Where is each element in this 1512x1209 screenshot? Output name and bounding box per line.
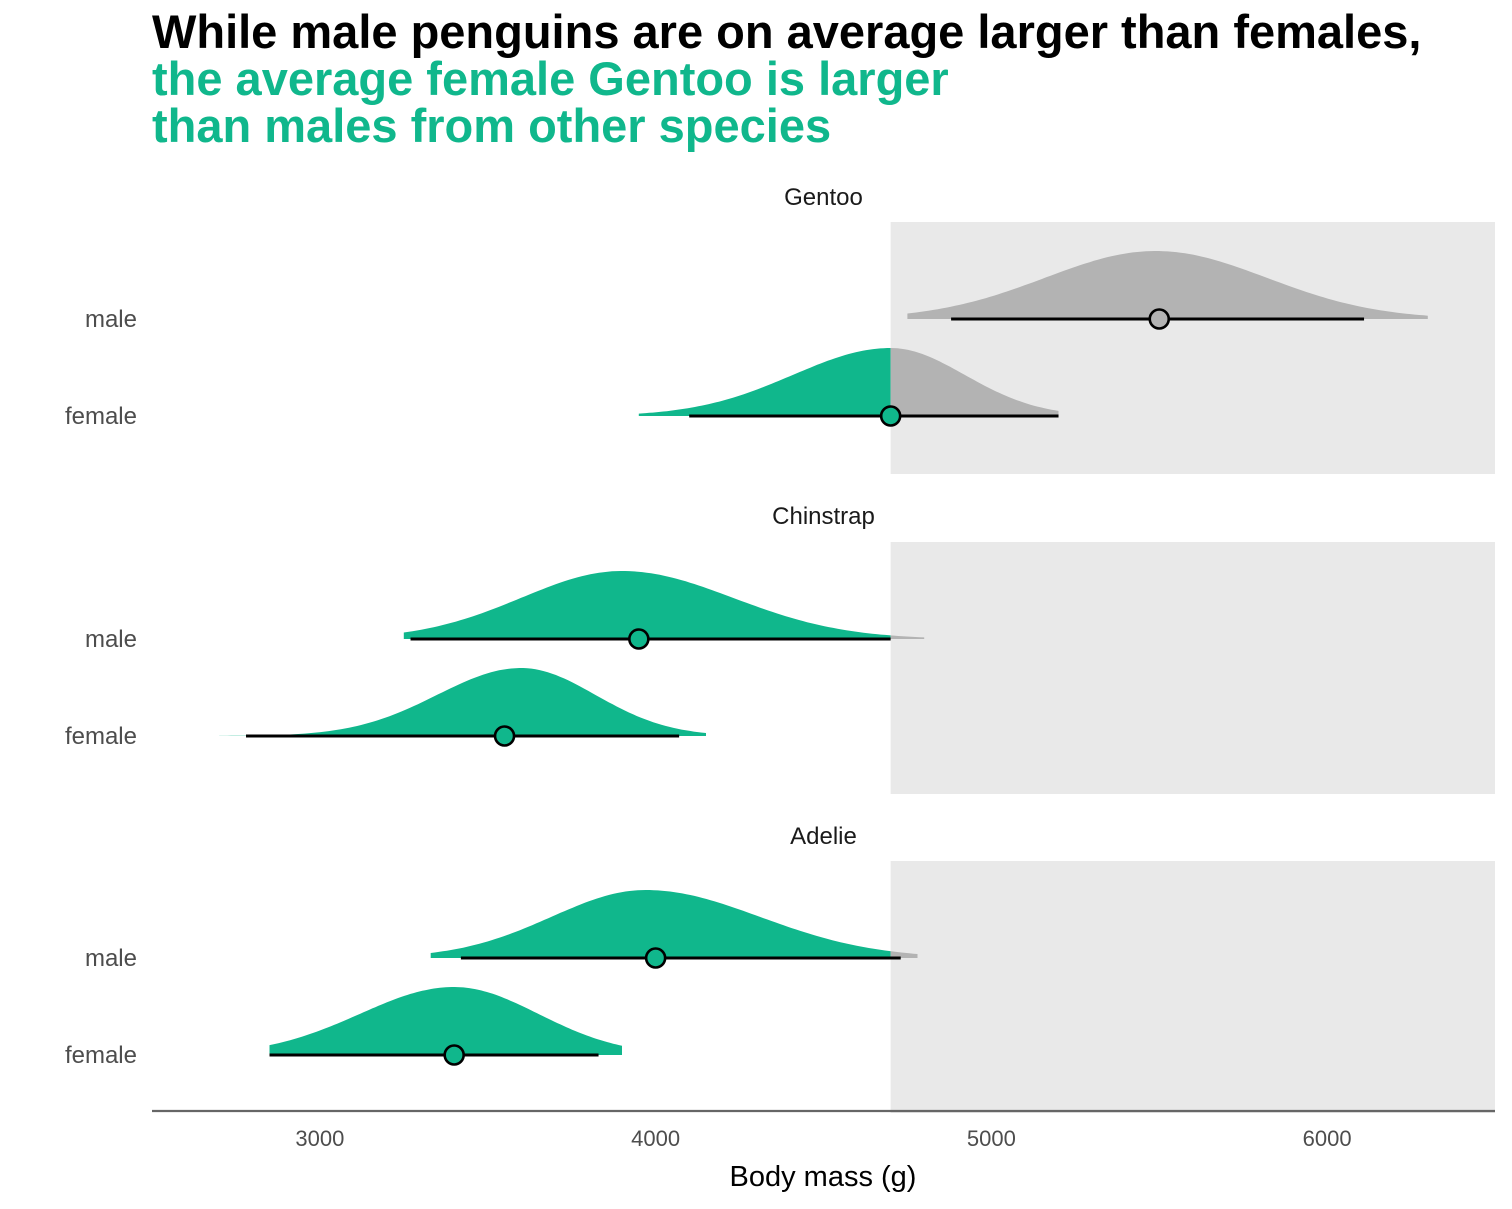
category-label: male	[85, 306, 137, 333]
density-below-threshold	[430, 890, 891, 958]
density-above-threshold	[890, 348, 1059, 416]
facet-label: Gentoo	[784, 184, 863, 211]
group-male: male	[85, 890, 918, 972]
title-line-1: While male penguins are on average large…	[152, 5, 1422, 58]
group-female: female	[65, 348, 1059, 430]
mean-point	[443, 1044, 465, 1066]
group-female: female	[65, 987, 622, 1069]
group-male: male	[85, 251, 1428, 333]
x-tick-label: 6000	[1303, 1126, 1352, 1151]
mean-point	[628, 628, 650, 650]
facet-label: Adelie	[790, 823, 857, 850]
mean-point	[879, 405, 902, 427]
x-axis-ticks: 3000 4000 5000 6000	[295, 1126, 1351, 1151]
facet-chinstrap: Chinstrap male female	[65, 503, 1495, 794]
density-above-threshold	[907, 251, 1428, 319]
x-axis-title: Body mass (g)	[730, 1161, 917, 1193]
mean-point	[644, 947, 667, 969]
density-below-threshold	[403, 571, 891, 639]
category-label: male	[85, 945, 137, 972]
group-female: female	[65, 668, 706, 750]
x-tick-label: 5000	[967, 1126, 1016, 1151]
facets-layer: GentoomalefemaleChinstrapmalefemaleAdeli…	[65, 184, 1495, 1113]
category-label: female	[65, 723, 137, 750]
mean-point	[1148, 308, 1171, 330]
category-label: female	[65, 1042, 137, 1069]
facet-label: Chinstrap	[772, 503, 875, 530]
density-below-threshold	[269, 987, 622, 1055]
mean-point	[493, 725, 516, 747]
density-above-threshold	[890, 635, 925, 639]
x-tick-label: 4000	[631, 1126, 680, 1151]
facet-gentoo: Gentoo male female	[65, 184, 1495, 474]
shaded-region	[890, 542, 1495, 794]
group-male: male	[85, 571, 925, 653]
density-above-threshold	[890, 951, 918, 958]
category-label: male	[85, 626, 137, 653]
density-below-threshold	[638, 348, 891, 416]
title-line-3: than males from other species	[152, 99, 832, 152]
category-label: female	[65, 403, 137, 430]
title-line-2: the average female Gentoo is larger	[152, 52, 949, 105]
density-below-threshold	[219, 668, 706, 736]
chart-title: While male penguins are on average large…	[152, 8, 1421, 149]
x-tick-label: 3000	[295, 1126, 344, 1151]
facet-adelie: Adelie male female	[65, 823, 1495, 1113]
shaded-region	[890, 861, 1495, 1113]
